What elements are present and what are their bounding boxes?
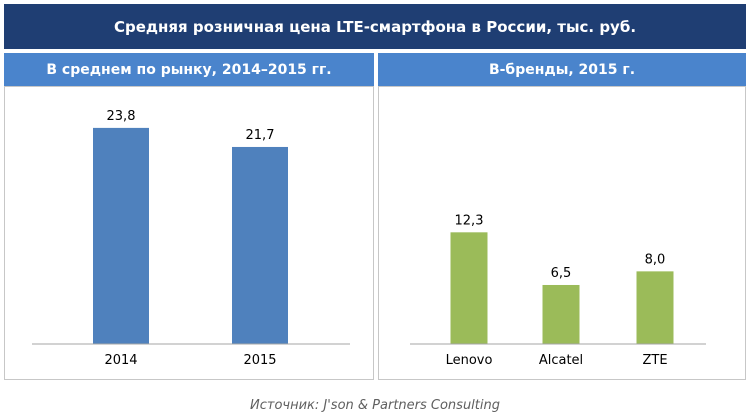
right-value-label-lenovo: 12,3 — [455, 213, 484, 228]
left-value-label-2015: 21,7 — [246, 128, 275, 143]
chart-frame: Средняя розничная цена LTE-смартфона в Р… — [4, 4, 746, 380]
right-chart-title: B-бренды, 2015 г. — [378, 53, 746, 86]
source-note: Источник: J'son & Partners Consulting — [250, 398, 500, 413]
right-bar-lenovo — [450, 232, 488, 344]
left-bar-2014 — [93, 127, 149, 344]
right-category-label-lenovo: Lenovo — [446, 353, 493, 368]
right-value-label-zte: 8,0 — [645, 252, 666, 267]
left-category-label-2014: 2014 — [104, 353, 137, 368]
right-bar-zte — [636, 271, 674, 344]
right-bar-alcatel — [542, 284, 580, 344]
left-chart-title: В среднем по рынку, 2014–2015 гг. — [4, 53, 374, 86]
right-value-label-alcatel: 6,5 — [551, 266, 572, 281]
right-category-label-alcatel: Alcatel — [539, 353, 583, 368]
left-bar-2015 — [232, 146, 288, 344]
charts-svg: 23,8 2014 21,7 2015 12,3 Lenovo 6,5 Alcatel 8,0 Z… — [32, 109, 706, 368]
left-value-label-2014: 23,8 — [107, 109, 136, 124]
chart-title: Средняя розничная цена LTE-смартфона в Р… — [4, 4, 746, 49]
left-chart-panel — [4, 86, 374, 380]
left-category-label-2015: 2015 — [243, 353, 276, 368]
right-category-label-zte: ZTE — [642, 353, 667, 368]
